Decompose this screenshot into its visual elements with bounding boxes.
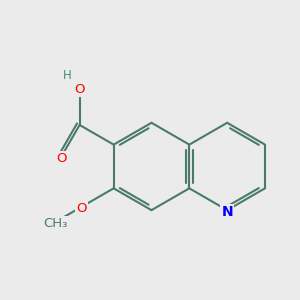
Text: O: O [76, 202, 87, 215]
Text: N: N [221, 205, 233, 219]
Text: H: H [63, 69, 72, 82]
Text: CH₃: CH₃ [43, 217, 67, 230]
Text: O: O [56, 152, 66, 165]
Text: O: O [74, 83, 85, 96]
